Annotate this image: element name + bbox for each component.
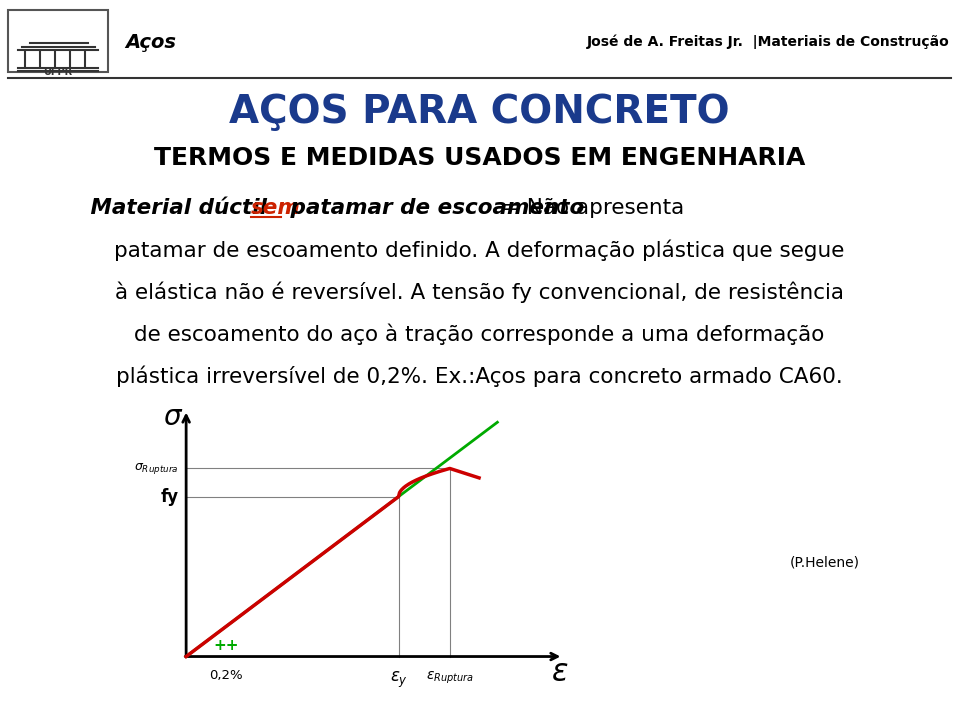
Text: AÇOS PARA CONCRETO: AÇOS PARA CONCRETO [229, 93, 730, 131]
Text: UFPR: UFPR [43, 67, 73, 77]
Text: José de A. Freitas Jr.  |Materiais de Construção: José de A. Freitas Jr. |Materiais de Con… [587, 34, 950, 49]
Text: $\varepsilon_{Ruptura}$: $\varepsilon_{Ruptura}$ [426, 670, 474, 685]
Text: patamar de escoamento: patamar de escoamento [283, 198, 584, 218]
Text: patamar de escoamento definido. A deformação plástica que segue: patamar de escoamento definido. A deform… [114, 239, 845, 261]
Text: TERMOS E MEDIDAS USADOS EM ENGENHARIA: TERMOS E MEDIDAS USADOS EM ENGENHARIA [153, 146, 806, 170]
Text: $\varepsilon_y$: $\varepsilon_y$ [389, 670, 408, 690]
Text: $\sigma_{Ruptura}$: $\sigma_{Ruptura}$ [134, 461, 178, 476]
Text: de escoamento do aço à tração corresponde a uma deformação: de escoamento do aço à tração correspond… [134, 323, 825, 345]
Text: 0,2%: 0,2% [210, 670, 244, 683]
Text: (P.Helene): (P.Helene) [790, 555, 860, 569]
Bar [8, 10, 108, 72]
Text: = Não apresenta: = Não apresenta [495, 198, 685, 218]
Text: $\varepsilon$: $\varepsilon$ [550, 658, 569, 688]
Text: Material dúctil: Material dúctil [68, 198, 274, 218]
Text: fy: fy [161, 488, 178, 505]
Text: Aços: Aços [125, 32, 176, 52]
Text: à elástica não é reversível. A tensão fy convencional, de resistência: à elástica não é reversível. A tensão fy… [115, 281, 844, 303]
Text: $\sigma$: $\sigma$ [163, 403, 183, 431]
Text: sem: sem [251, 198, 301, 218]
Text: ++: ++ [214, 638, 239, 653]
Text: plástica irreversível de 0,2%. Ex.:Aços para concreto armado CA60.: plástica irreversível de 0,2%. Ex.:Aços … [116, 365, 843, 386]
